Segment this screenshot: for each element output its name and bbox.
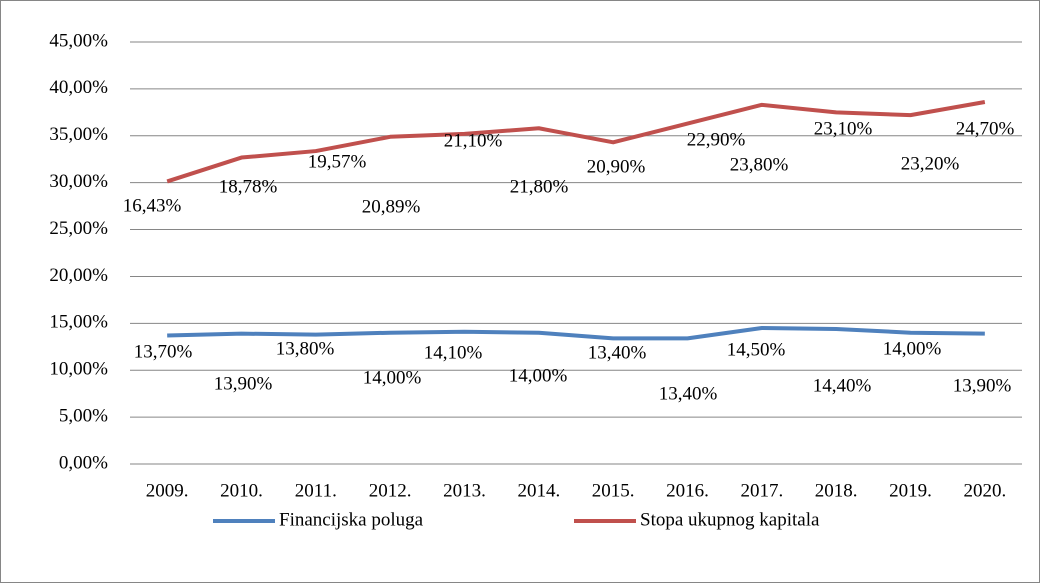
data-label: 13,40% [588, 342, 647, 363]
data-label: 13,70% [134, 341, 193, 362]
legend-label: Financijska poluga [279, 509, 424, 530]
data-label: 14,40% [813, 375, 872, 396]
y-tick-label: 0,00% [59, 452, 108, 473]
data-label: 13,90% [214, 373, 273, 394]
data-label: 13,40% [659, 383, 718, 404]
data-label: 13,80% [276, 338, 335, 359]
data-label: 16,43% [123, 195, 182, 216]
x-tick-label: 2019. [889, 480, 932, 501]
x-tick-label: 2011. [295, 480, 337, 501]
x-tick-label: 2016. [666, 480, 709, 501]
x-tick-label: 2020. [963, 480, 1006, 501]
data-label: 22,90% [687, 129, 746, 150]
x-tick-label: 2018. [815, 480, 858, 501]
x-tick-label: 2015. [592, 480, 635, 501]
data-label: 14,10% [424, 342, 483, 363]
x-tick-label: 2012. [369, 480, 412, 501]
data-label: 21,10% [444, 130, 503, 151]
y-tick-label: 35,00% [49, 124, 108, 145]
x-tick-label: 2013. [443, 480, 486, 501]
data-label: 21,80% [510, 176, 569, 197]
y-tick-label: 25,00% [49, 218, 108, 239]
data-label: 23,80% [730, 154, 789, 175]
x-tick-label: 2009. [146, 480, 189, 501]
data-label: 20,90% [587, 156, 646, 177]
y-tick-label: 45,00% [49, 30, 108, 51]
y-tick-label: 30,00% [49, 171, 108, 192]
data-label: 23,10% [814, 118, 873, 139]
data-label: 23,20% [901, 153, 960, 174]
x-tick-label: 2010. [220, 480, 263, 501]
y-tick-label: 5,00% [59, 405, 108, 426]
x-tick-label: 2017. [740, 480, 783, 501]
data-label: 14,50% [727, 339, 786, 360]
data-label: 14,00% [509, 365, 568, 386]
y-tick-label: 20,00% [49, 265, 108, 286]
y-tick-label: 10,00% [49, 359, 108, 380]
data-label: 19,57% [308, 151, 367, 172]
y-tick-label: 15,00% [49, 312, 108, 333]
line-series [166, 100, 986, 184]
data-label: 20,89% [362, 196, 421, 217]
data-label: 13,90% [953, 375, 1012, 396]
data-label: 14,00% [363, 367, 422, 388]
data-label: 14,00% [883, 338, 942, 359]
line-series [167, 326, 985, 341]
data-label: 18,78% [219, 176, 278, 197]
legend-label: Stopa ukupnog kapitala [640, 509, 820, 530]
data-label: 24,70% [956, 118, 1015, 139]
x-tick-label: 2014. [517, 480, 560, 501]
y-tick-label: 40,00% [49, 77, 108, 98]
